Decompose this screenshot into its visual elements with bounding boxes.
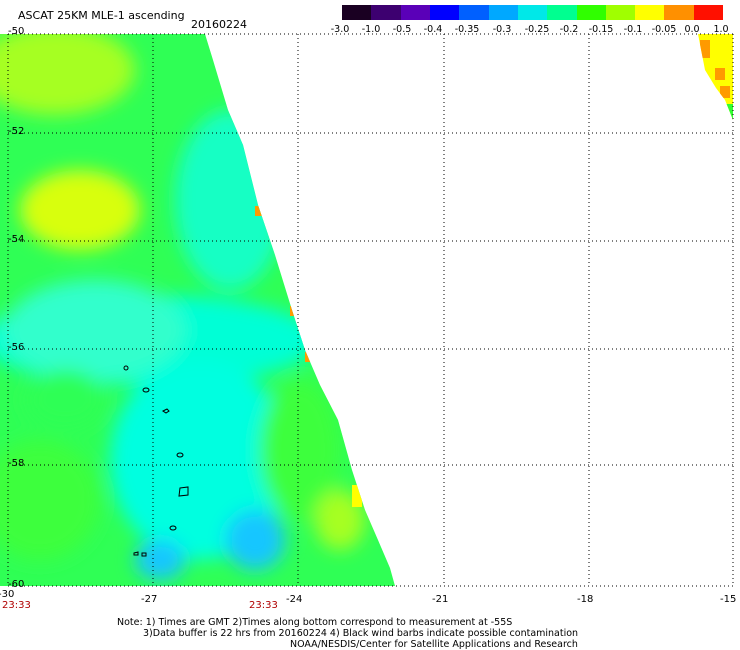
wind-swath: [0, 34, 395, 586]
colorbar-label: -0.15: [588, 24, 614, 35]
time-label: 23:33: [2, 600, 31, 611]
colorbar-segment: [342, 5, 372, 20]
swath-edge-cell: [305, 352, 313, 362]
colorbar-segment: [664, 5, 694, 20]
island-outlines: [123, 365, 189, 557]
colorbar-segment: [400, 5, 430, 20]
colorbar-label: -0.3: [492, 24, 512, 35]
swath-patch: [110, 360, 290, 560]
note-line: NOAA/NESDIS/Center for Satellite Applica…: [290, 639, 578, 650]
island-outline: [178, 486, 189, 497]
lon-tick-label: -21: [432, 594, 449, 605]
lat-tick-label: -58: [8, 458, 25, 469]
map-date: 20160224: [191, 18, 247, 31]
swath-patch: [135, 540, 185, 580]
lat-tick-label: -50: [8, 26, 25, 37]
lon-tick-label: -15: [720, 594, 737, 605]
corner-cell: [720, 86, 730, 98]
island-outline: [123, 365, 129, 371]
swath-edge-cell: [352, 485, 362, 507]
colorbar-label: -0.1: [623, 24, 643, 35]
colorbar-label: -0.05: [651, 24, 677, 35]
colorbar-segment: [547, 5, 577, 20]
swath-patch: [25, 370, 105, 430]
colorbar-label: 0.0: [684, 24, 700, 35]
lon-tick-label: -30: [0, 589, 15, 600]
colorbar-label: -0.35: [454, 24, 480, 35]
colorbar-label: -1.0: [361, 24, 381, 35]
colorbar-label: -0.2: [559, 24, 579, 35]
swath-patch: [225, 510, 285, 570]
colorbar-segment: [635, 5, 665, 20]
colorbar-segment: [517, 5, 548, 20]
colorbar-segment: [605, 5, 636, 20]
lat-tick-label: -54: [8, 234, 25, 245]
swath-patch: [0, 440, 100, 560]
corner-swath: [698, 34, 733, 120]
colorbar-label: -0.4: [423, 24, 443, 35]
time-label: 23:33: [249, 600, 278, 611]
colorbar-label: -3.0: [330, 24, 350, 35]
corner-cell: [715, 68, 725, 80]
colorbar: [342, 5, 724, 20]
island-outline: [169, 525, 177, 531]
lon-tick-label: -18: [577, 594, 594, 605]
note-line: Note: 1) Times are GMT 2)Times along bot…: [117, 617, 513, 628]
colorbar-segment: [576, 5, 606, 20]
swath-patch: [20, 170, 140, 250]
colorbar-segment: [488, 5, 518, 20]
colorbar-segment: [371, 5, 401, 20]
island-outline: [162, 408, 170, 414]
island-outline: [141, 552, 147, 557]
swath-patch: [5, 280, 185, 380]
colorbar-label: -0.5: [392, 24, 412, 35]
colorbar-segment: [429, 5, 460, 20]
island-outline: [133, 551, 139, 556]
island-outline: [176, 452, 184, 458]
swath-patch: [260, 380, 340, 520]
colorbar-labels: -3.0 -1.0 -0.5 -0.4 -0.35 -0.3 -0.25 -0.…: [330, 24, 732, 36]
lat-tick-label: -52: [8, 126, 25, 137]
map-title: ASCAT 25KM MLE-1 ascending: [18, 9, 185, 22]
lat-tick-label: -60: [8, 579, 25, 590]
colorbar-label: -0.25: [524, 24, 550, 35]
swath-edge-cell: [290, 306, 298, 316]
note-line: 3)Data buffer is 22 hrs from 20160224 4)…: [143, 628, 579, 639]
lat-tick-label: -56: [8, 342, 25, 353]
colorbar-segment: [693, 5, 724, 20]
island-outline: [142, 387, 150, 393]
swath-patch: [175, 110, 285, 290]
colorbar-segment: [459, 5, 489, 20]
swath-edge-cell: [255, 206, 263, 216]
swath-patch: [0, 34, 135, 115]
lon-tick-label: -24: [286, 594, 303, 605]
colorbar-label: 1.0: [713, 24, 729, 35]
corner-cell: [700, 40, 710, 58]
graticule: [7, 33, 734, 587]
lon-tick-label: -27: [141, 594, 158, 605]
